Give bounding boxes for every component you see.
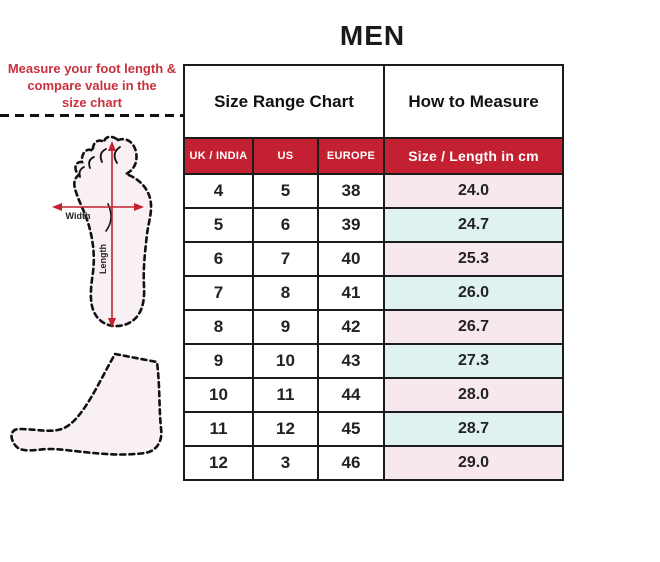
column-header-uk-india: UK / INDIA: [183, 137, 254, 175]
toe-curl-marks: [78, 146, 121, 178]
table-column-header-row: UK / INDIA US EUROPE Size / Length in cm: [183, 137, 565, 175]
column-header-us: US: [252, 137, 319, 175]
column-header-europe: EUROPE: [316, 137, 386, 175]
cell-eu: 43: [316, 343, 386, 379]
length-arrowhead-top: [108, 141, 116, 151]
cell-us: 7: [252, 241, 319, 277]
cell-uk: 6: [183, 241, 254, 277]
cell-uk: 5: [183, 207, 254, 243]
cell-uk: 11: [183, 411, 254, 447]
length-label: Length: [98, 244, 108, 274]
dashed-separator: [0, 114, 184, 117]
cell-eu: 42: [316, 309, 386, 345]
cell-us: 10: [252, 343, 319, 379]
group-header-size-range-chart: Size Range Chart: [182, 64, 386, 139]
instruction-line: size chart: [62, 95, 122, 110]
cell-cm: 24.7: [383, 207, 565, 243]
cell-cm: 29.0: [383, 445, 565, 481]
table-row: 8 9 42 26.7: [183, 309, 565, 345]
cell-uk: 4: [183, 173, 254, 209]
cell-us: 3: [252, 445, 319, 481]
cell-uk: 9: [183, 343, 254, 379]
instruction-line: Measure your foot length &: [7, 61, 177, 76]
foot-side-illustration: [10, 352, 163, 456]
cell-us: 5: [252, 173, 319, 209]
width-arrowhead-right: [134, 203, 144, 211]
cell-eu: 44: [316, 377, 386, 413]
cell-us: 6: [252, 207, 319, 243]
page-title: MEN: [339, 20, 406, 51]
cell-us: 11: [252, 377, 319, 413]
cell-eu: 46: [316, 445, 386, 481]
width-label: Width: [66, 211, 91, 221]
instruction-line: compare value in the: [27, 78, 157, 93]
cell-cm: 27.3: [383, 343, 565, 379]
cell-us: 8: [252, 275, 319, 311]
cell-eu: 40: [316, 241, 386, 277]
group-header-how-to-measure: How to Measure: [383, 64, 565, 139]
table-row: 12 3 46 29.0: [183, 445, 565, 481]
table-row: 7 8 41 26.0: [183, 275, 565, 311]
table-row: 10 11 44 28.0: [183, 377, 565, 413]
table-row: 4 5 38 24.0: [183, 173, 565, 209]
cell-eu: 39: [316, 207, 386, 243]
cell-eu: 41: [316, 275, 386, 311]
instruction-text: Measure your foot length & compare value…: [2, 60, 182, 111]
cell-uk: 12: [183, 445, 254, 481]
table-row: 11 12 45 28.7: [183, 411, 565, 447]
table-row: 5 6 39 24.7: [183, 207, 565, 243]
cell-cm: 28.0: [383, 377, 565, 413]
cell-cm: 26.7: [383, 309, 565, 345]
cell-uk: 8: [183, 309, 254, 345]
cell-eu: 38: [316, 173, 386, 209]
table-row: 6 7 40 25.3: [183, 241, 565, 277]
length-arrowhead-bottom: [108, 318, 116, 328]
cell-cm: 26.0: [383, 275, 565, 311]
footprint-illustration: Width Length: [52, 135, 153, 328]
foot-side-outline: [10, 352, 163, 456]
cell-cm: 28.7: [383, 411, 565, 447]
table-row: 9 10 43 27.3: [183, 343, 565, 379]
cell-eu: 45: [316, 411, 386, 447]
table-group-header-row: Size Range Chart How to Measure: [182, 64, 565, 139]
cell-uk: 10: [183, 377, 254, 413]
cell-cm: 25.3: [383, 241, 565, 277]
cell-cm: 24.0: [383, 173, 565, 209]
width-arrowhead-left: [52, 203, 62, 211]
cell-us: 12: [252, 411, 319, 447]
size-table: Size Range Chart How to Measure UK / IND…: [182, 64, 565, 481]
cell-uk: 7: [183, 275, 254, 311]
cell-us: 9: [252, 309, 319, 345]
column-header-size-length-cm: Size / Length in cm: [383, 137, 565, 175]
